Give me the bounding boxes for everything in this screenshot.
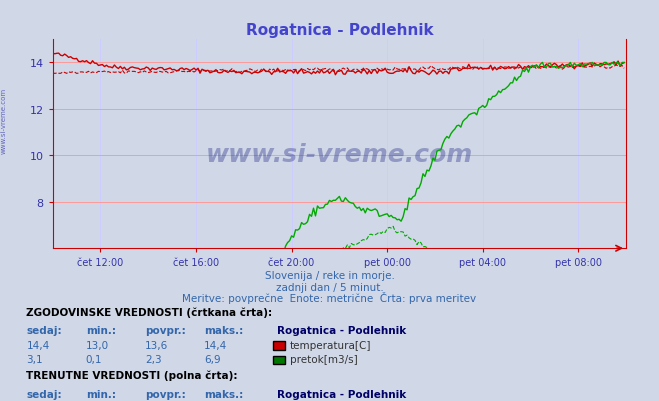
Text: Rogatnica - Podlehnik: Rogatnica - Podlehnik bbox=[277, 325, 406, 335]
Text: povpr.:: povpr.: bbox=[145, 389, 186, 399]
Text: 14,4: 14,4 bbox=[26, 340, 49, 350]
Text: temperatura[C]: temperatura[C] bbox=[290, 340, 372, 350]
Text: maks.:: maks.: bbox=[204, 389, 244, 399]
Title: Rogatnica - Podlehnik: Rogatnica - Podlehnik bbox=[246, 22, 433, 38]
Text: ZGODOVINSKE VREDNOSTI (črtkana črta):: ZGODOVINSKE VREDNOSTI (črtkana črta): bbox=[26, 306, 272, 317]
Text: 13,0: 13,0 bbox=[86, 340, 109, 350]
Text: zadnji dan / 5 minut.: zadnji dan / 5 minut. bbox=[275, 282, 384, 292]
Text: 6,9: 6,9 bbox=[204, 354, 221, 365]
Text: min.:: min.: bbox=[86, 389, 116, 399]
Text: 3,1: 3,1 bbox=[26, 354, 43, 365]
Text: pretok[m3/s]: pretok[m3/s] bbox=[290, 354, 358, 365]
Text: 14,4: 14,4 bbox=[204, 340, 227, 350]
Text: sedaj:: sedaj: bbox=[26, 389, 62, 399]
Text: 13,6: 13,6 bbox=[145, 340, 168, 350]
Text: www.si-vreme.com: www.si-vreme.com bbox=[0, 87, 7, 153]
Text: maks.:: maks.: bbox=[204, 325, 244, 335]
Text: min.:: min.: bbox=[86, 325, 116, 335]
Text: www.si-vreme.com: www.si-vreme.com bbox=[206, 143, 473, 167]
Text: Rogatnica - Podlehnik: Rogatnica - Podlehnik bbox=[277, 389, 406, 399]
Text: sedaj:: sedaj: bbox=[26, 325, 62, 335]
Text: Slovenija / reke in morje.: Slovenija / reke in morje. bbox=[264, 271, 395, 281]
Text: povpr.:: povpr.: bbox=[145, 325, 186, 335]
Text: 2,3: 2,3 bbox=[145, 354, 161, 365]
Text: TRENUTNE VREDNOSTI (polna črta):: TRENUTNE VREDNOSTI (polna črta): bbox=[26, 370, 238, 381]
Text: 0,1: 0,1 bbox=[86, 354, 102, 365]
Text: Meritve: povprečne  Enote: metrične  Črta: prva meritev: Meritve: povprečne Enote: metrične Črta:… bbox=[183, 291, 476, 303]
